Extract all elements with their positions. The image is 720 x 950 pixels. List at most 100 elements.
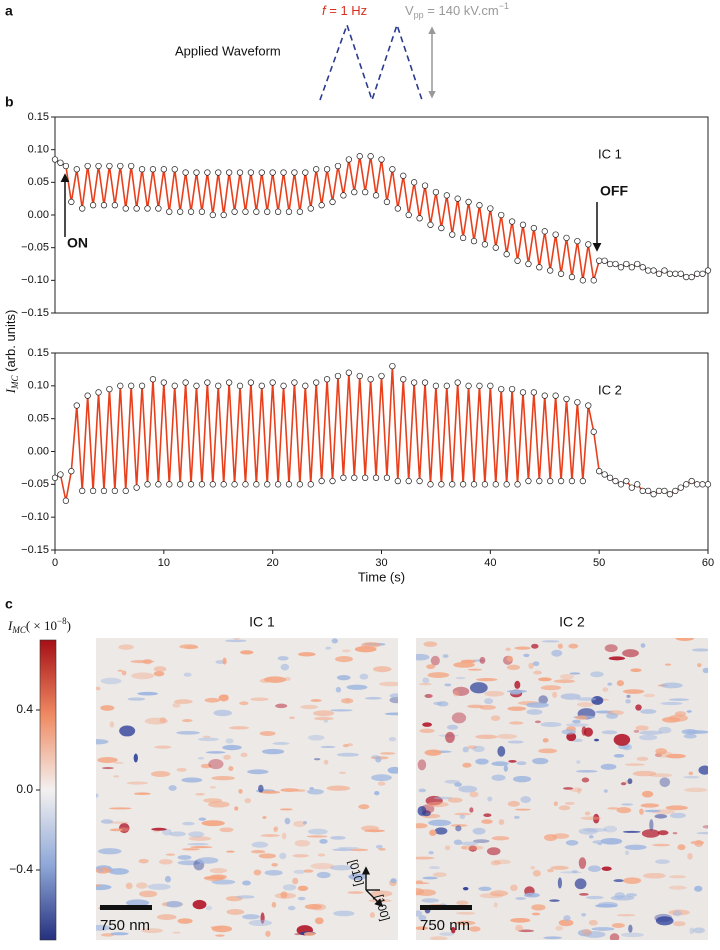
texture-blob	[560, 871, 582, 874]
data-point	[383, 198, 391, 206]
data-point	[383, 474, 391, 481]
texture-blob	[359, 673, 369, 680]
texture-blob	[628, 924, 633, 933]
data-point	[432, 382, 440, 389]
text: )	[67, 618, 71, 633]
data-point	[421, 379, 429, 386]
data-point	[432, 188, 440, 196]
data-point	[95, 389, 102, 396]
data-point	[57, 159, 64, 166]
data-point	[225, 169, 233, 176]
texture-blob	[313, 710, 335, 717]
texture-blob	[137, 691, 159, 696]
y-tick-label: 0.10	[28, 380, 49, 392]
texture-blob	[307, 789, 324, 795]
data-point	[329, 198, 336, 206]
texture-blob	[698, 765, 708, 775]
texture-blob	[467, 704, 484, 709]
texture-blob	[606, 712, 619, 719]
texture-blob	[572, 719, 581, 724]
texture-blob	[377, 781, 386, 786]
texture-blob	[153, 671, 165, 677]
data-point	[699, 481, 706, 488]
data-point	[416, 215, 423, 222]
data-point	[285, 481, 293, 488]
texture-blob	[416, 856, 435, 860]
texture-blob	[375, 844, 383, 849]
texture-blob	[380, 752, 396, 755]
data-point	[449, 481, 456, 488]
data-point	[62, 497, 70, 504]
texture-blob	[100, 677, 122, 685]
texture-blob	[225, 738, 234, 744]
data-point	[465, 382, 472, 389]
texture-blob	[209, 868, 228, 874]
texture-blob	[182, 821, 195, 826]
data-point	[274, 208, 282, 215]
texture-blob	[566, 732, 577, 742]
texture-blob	[97, 848, 122, 855]
texture-blob	[561, 729, 577, 735]
texture-blob	[568, 643, 579, 649]
data-point	[519, 221, 527, 228]
texture-blob	[204, 697, 221, 703]
waveform	[319, 22, 423, 103]
texture-blob	[578, 828, 598, 835]
data-point	[84, 162, 91, 170]
texture-blob	[507, 740, 524, 744]
panel-label: a	[5, 3, 13, 19]
texture-blob	[262, 816, 267, 819]
data-point	[51, 156, 59, 163]
data-point	[128, 382, 135, 389]
data-point	[106, 162, 113, 170]
texture-blob	[297, 652, 316, 657]
data-point	[138, 166, 146, 173]
texture-blob	[462, 746, 469, 753]
texture-blob	[454, 812, 472, 816]
texture-blob	[479, 893, 504, 899]
texture-blob	[453, 661, 475, 668]
texture-blob	[583, 727, 593, 737]
data-point	[644, 487, 652, 495]
texture-blob	[177, 918, 193, 924]
data-point	[106, 385, 113, 393]
texture-blob	[293, 820, 306, 828]
map-texture	[96, 638, 398, 937]
texture-blob	[616, 914, 636, 917]
texture-blob	[262, 748, 285, 755]
texture-blob	[541, 640, 560, 643]
texture-blob	[538, 677, 552, 682]
texture-blob	[613, 753, 625, 758]
text: = 140 kV.cm	[424, 3, 499, 18]
texture-blob	[452, 686, 470, 696]
texture-blob	[361, 641, 381, 648]
data-point	[704, 267, 712, 274]
texture-blob	[121, 670, 127, 676]
texture-blob	[358, 804, 370, 810]
texture-blob	[472, 745, 485, 753]
data-point	[242, 208, 249, 215]
texture-blob	[453, 839, 463, 845]
texture-blob	[552, 691, 558, 698]
data-point	[541, 392, 548, 399]
texture-blob	[335, 655, 353, 663]
texture-blob	[639, 730, 663, 735]
data-point	[590, 277, 597, 284]
texture-blob	[523, 653, 530, 658]
panel-label: c	[5, 596, 13, 612]
data-point	[400, 376, 407, 383]
texture-blob	[429, 829, 437, 836]
texture-blob	[190, 846, 213, 849]
texture-blob	[379, 681, 398, 687]
texture-blob	[620, 782, 627, 786]
texture-blob	[538, 695, 548, 705]
texture-blob	[419, 682, 432, 686]
data-point	[574, 399, 581, 406]
symbol: I	[7, 618, 13, 633]
data-point	[503, 251, 510, 258]
texture-blob	[578, 857, 587, 869]
texture-blob	[460, 841, 479, 846]
texture-blob	[565, 723, 589, 727]
texture-blob	[622, 689, 645, 694]
data-point	[617, 264, 625, 271]
